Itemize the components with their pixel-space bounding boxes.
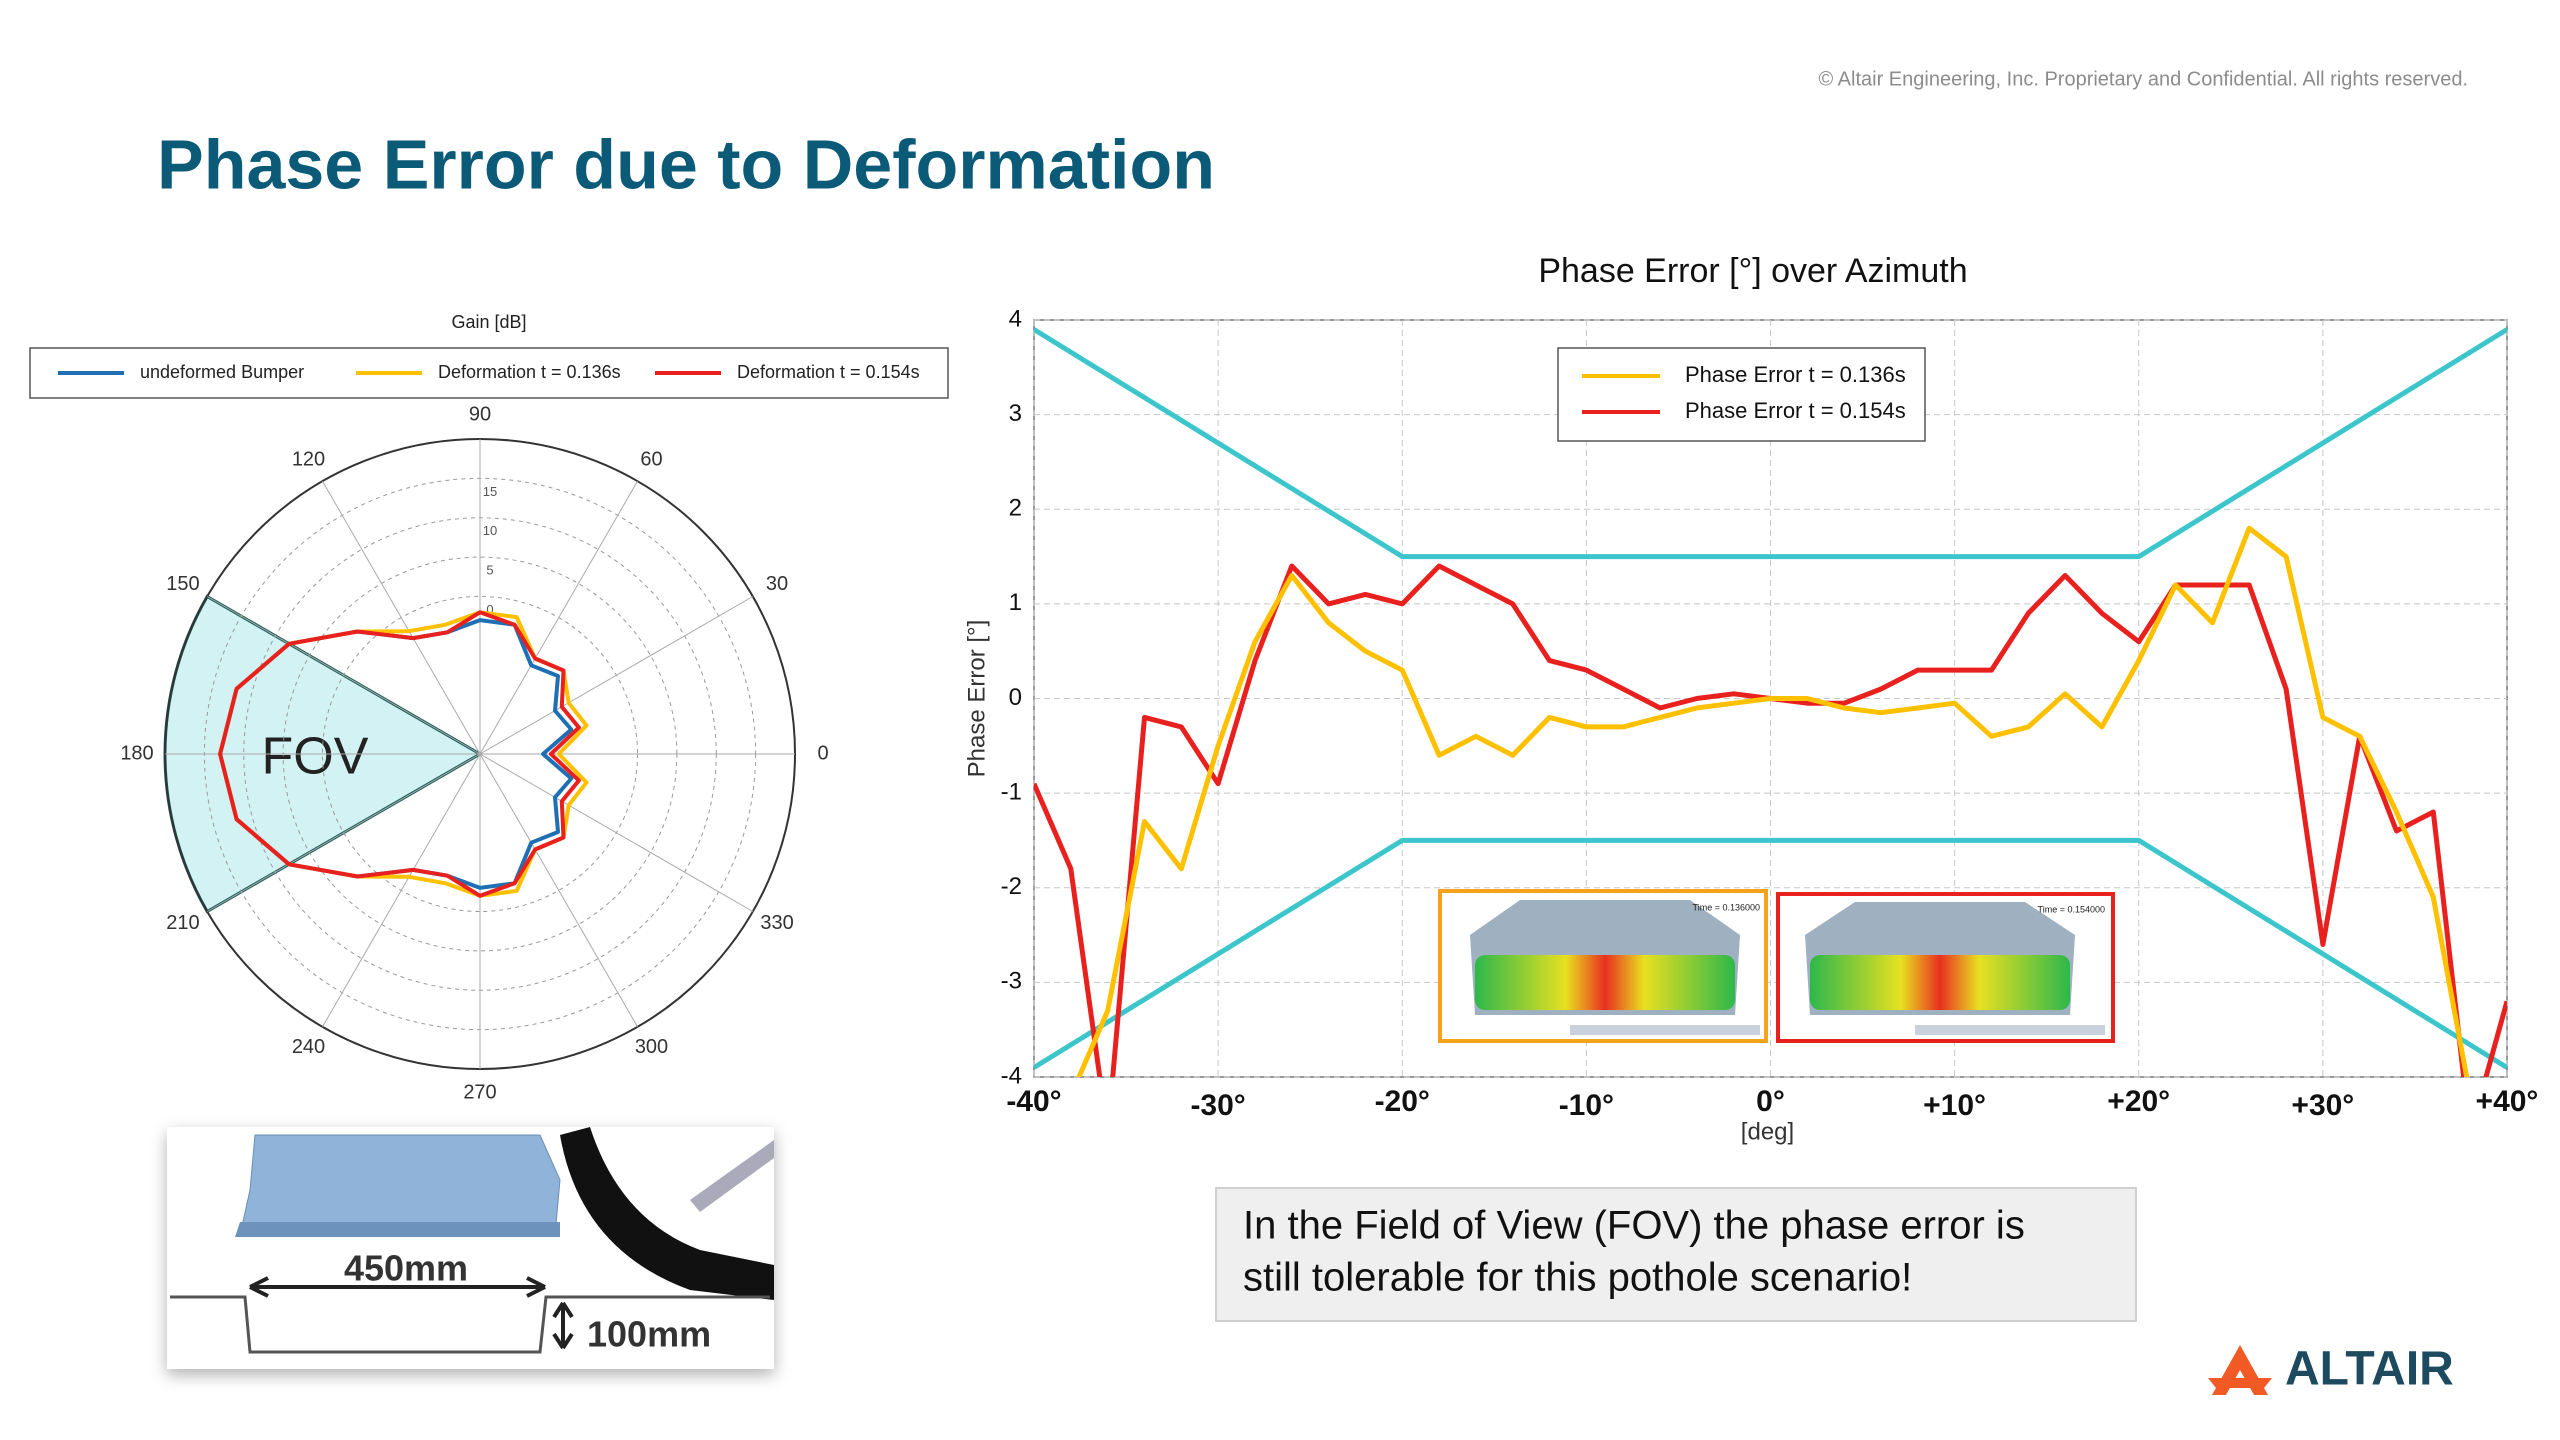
inset-0154: Time = 0.154000 <box>1776 892 2115 1043</box>
ground <box>1915 1025 2105 1035</box>
legend-label: Deformation t = 0.154s <box>737 362 920 382</box>
theta-tick-label: 330 <box>760 912 793 934</box>
tire <box>560 1127 774 1300</box>
x-tick-label: 0° <box>1756 1085 1785 1118</box>
y-tick-label: -2 <box>1001 873 1022 900</box>
theta-tick-label: 300 <box>635 1036 668 1058</box>
y-tick-label: 2 <box>1009 495 1022 522</box>
note-frame <box>1215 1187 2137 1322</box>
line-chart: Phase Error [°] over Azimuth -4 -3 -2 -1 0 1 2 3… <box>963 252 2538 1145</box>
width-arrow <box>249 1276 546 1298</box>
theta-tick-label: 150 <box>166 573 199 595</box>
polar-chart: Gain [dB] undeformed Bumper Deformation t … <box>29 312 949 1103</box>
y-tick-label: 4 <box>1009 305 1022 332</box>
theta-tick-label: 120 <box>292 449 325 471</box>
chart-title: Gain [dB] <box>451 312 526 332</box>
y-tick-label: 1 <box>1009 589 1022 616</box>
x-tick-label: +10° <box>1923 1089 1986 1122</box>
legend-label: Phase Error t = 0.136s <box>1685 362 1906 387</box>
theta-tick-label: 90 <box>469 403 491 425</box>
tolerance-line <box>1034 837 2507 1070</box>
inset-0136: Time = 0.136000 <box>1438 889 1768 1043</box>
x-axis-label: [deg] <box>1741 1118 1794 1145</box>
theta-tick-label: 210 <box>166 912 199 934</box>
data-line <box>1076 525 2470 1077</box>
chart-title: Phase Error [°] over Azimuth <box>1538 252 1967 290</box>
bumper-lip <box>235 1222 560 1237</box>
spoke <box>479 596 754 755</box>
fov-label: FOV <box>262 728 369 786</box>
logo-icon-bar <box>2208 1378 2272 1388</box>
spoke <box>479 753 754 912</box>
x-tick-label: +40° <box>2476 1085 2539 1118</box>
pothole-profile <box>170 1295 770 1354</box>
note-box: In the Field of View (FOV) the phase err… <box>1215 1187 2137 1322</box>
copyright: © Altair Engineering, Inc. Proprietary a… <box>1818 68 2468 90</box>
theta-tick-label: 30 <box>766 573 788 595</box>
spoke <box>322 753 481 1028</box>
r-tick-label: 15 <box>483 484 497 499</box>
spoke <box>479 480 638 755</box>
gain-curve <box>218 610 581 898</box>
theta-tick-label: 240 <box>292 1036 325 1058</box>
inset-time: Time = 0.154000 <box>2038 904 2105 914</box>
bumper-heatmap <box>1475 955 1735 1010</box>
x-tick-label: -20° <box>1375 1085 1430 1118</box>
spoke <box>322 480 481 755</box>
y-axis-label: Phase Error [°] <box>963 620 990 778</box>
logo: ALTAIR <box>2208 1343 2454 1396</box>
x-tick-label: -40° <box>1006 1085 1061 1118</box>
r-tick-label: 0 <box>486 602 493 617</box>
width-label: 450mm <box>344 1248 468 1289</box>
strut <box>690 1140 774 1212</box>
legend-frame <box>1557 347 1926 442</box>
tolerance-line <box>1034 327 2507 560</box>
legend-frame <box>29 347 949 399</box>
x-tick-label: -10° <box>1559 1089 1614 1122</box>
legend-label: Deformation t = 0.136s <box>438 362 621 382</box>
y-tick-label: -4 <box>1001 1062 1022 1089</box>
y-tick-label: 0 <box>1009 684 1022 711</box>
slide-title: Phase Error due to Deformation <box>157 125 1215 203</box>
theta-tick-label: 60 <box>640 449 662 471</box>
inset-time: Time = 0.136000 <box>1693 902 1760 912</box>
note-line: still tolerable for this pothole scenari… <box>1243 1256 1912 1300</box>
ground <box>1570 1025 1760 1035</box>
spoke <box>206 596 481 755</box>
r-tick-label: 10 <box>483 523 497 538</box>
spoke <box>479 753 638 1028</box>
x-tick-label: +30° <box>2291 1089 2354 1122</box>
depth-arrow <box>552 1301 574 1350</box>
x-tick-label: +20° <box>2107 1085 2170 1118</box>
plot-lines <box>1034 327 2507 1077</box>
legend-label: Phase Error t = 0.154s <box>1685 398 1906 423</box>
bumper-shape <box>239 1134 561 1236</box>
note-line: In the Field of View (FOV) the phase err… <box>1243 1204 2025 1248</box>
theta-tick-label: 180 <box>120 742 153 764</box>
y-tick-label: -3 <box>1001 968 1022 995</box>
legend-label: undeformed Bumper <box>140 362 304 382</box>
bumper-heatmap <box>1810 955 2070 1010</box>
x-tick-label: -30° <box>1190 1089 1245 1122</box>
theta-tick-label: 270 <box>463 1081 496 1103</box>
y-tick-label: -1 <box>1001 778 1022 805</box>
bumper-figure: 450mm 100mm <box>167 1127 774 1369</box>
r-tick-label: 5 <box>486 563 493 578</box>
depth-label: 100mm <box>587 1314 711 1355</box>
theta-tick-label: 0 <box>817 742 828 764</box>
spoke <box>206 753 481 912</box>
y-tick-label: 3 <box>1009 400 1022 427</box>
logo-text: ALTAIR <box>2285 1343 2454 1396</box>
